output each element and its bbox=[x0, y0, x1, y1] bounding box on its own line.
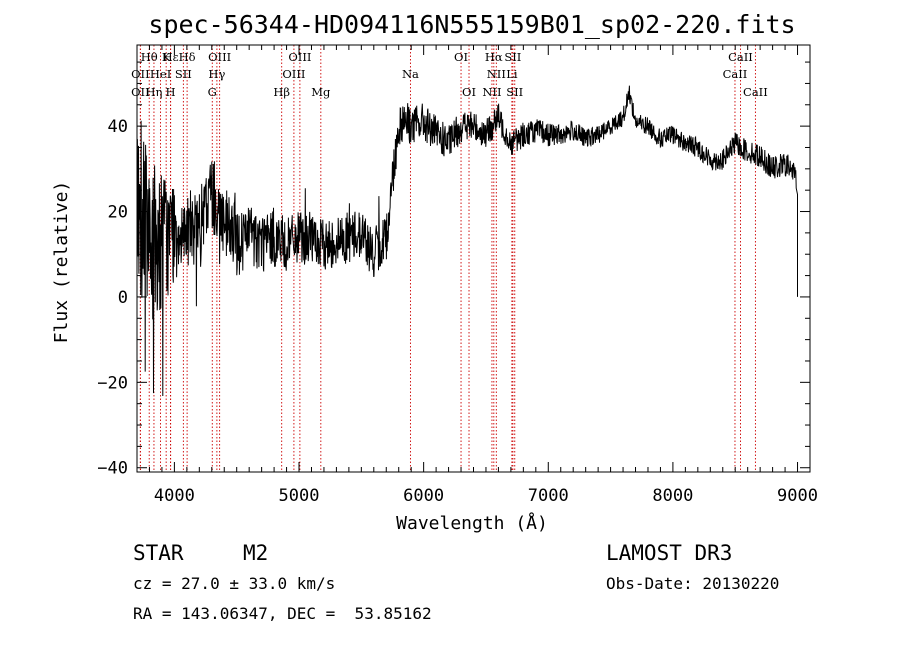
chart-title: spec-56344-HD094116N555159B01_sp02-220.f… bbox=[148, 10, 795, 39]
spectral-line-markers bbox=[139, 45, 756, 472]
spectral-line-label: OII bbox=[131, 85, 150, 99]
spectral-line-label: OII bbox=[131, 67, 150, 81]
ra-dec-coordinates: RA = 143.06347, DEC = 53.85162 bbox=[133, 604, 432, 623]
object-subclass: M2 bbox=[243, 541, 268, 565]
spectral-line-label: Hδ bbox=[179, 50, 196, 64]
spectrum-series-line bbox=[136, 85, 798, 397]
spectral-line-label: G bbox=[208, 85, 217, 99]
spectral-line-label: K bbox=[162, 50, 171, 64]
y-tick-label: −20 bbox=[97, 373, 128, 393]
spectral-line-label: NII bbox=[487, 67, 506, 81]
observation-date: Obs-Date: 20130220 bbox=[606, 574, 779, 593]
x-axis-ticks: 4000 5000 6000 7000 8000 9000 bbox=[136, 45, 818, 506]
spectral-line-label: SII bbox=[175, 67, 192, 81]
x-tick-label: 4000 bbox=[154, 486, 195, 506]
y-tick-label: 20 bbox=[108, 203, 128, 223]
redshift-velocity: cz = 27.0 ± 33.0 km/s bbox=[133, 574, 335, 593]
y-tick-label: 40 bbox=[108, 117, 128, 137]
survey-name: LAMOST DR3 bbox=[606, 541, 732, 565]
spectral-line-label: OI bbox=[454, 50, 468, 64]
spectral-line-label: Hβ bbox=[273, 85, 290, 99]
x-tick-label: 6000 bbox=[403, 486, 444, 506]
x-tick-label: 9000 bbox=[777, 486, 818, 506]
spectral-line-label: HeI bbox=[150, 67, 171, 81]
spectral-line-label: Hη bbox=[145, 85, 162, 99]
spectral-line-label: OI bbox=[462, 85, 476, 99]
x-tick-label: 8000 bbox=[652, 486, 693, 506]
spectral-line-label: Hθ bbox=[141, 50, 158, 64]
spectral-line-label: H bbox=[166, 85, 176, 99]
y-axis-ticks: −40 −20 0 20 40 bbox=[97, 61, 810, 479]
spectral-line-label: SII bbox=[504, 50, 521, 64]
spectral-line-label: CaII bbox=[743, 85, 768, 99]
x-tick-label: 5000 bbox=[279, 486, 320, 506]
y-axis-label: Flux (relative) bbox=[51, 181, 72, 344]
object-class: STAR bbox=[133, 541, 184, 565]
spectral-line-label: CaII bbox=[723, 67, 748, 81]
spectral-line-label: OIII bbox=[208, 50, 231, 64]
y-tick-label: −40 bbox=[97, 459, 128, 479]
spectral-line-label: Li bbox=[506, 67, 518, 81]
spectral-line-label: Mg bbox=[311, 85, 331, 99]
x-axis-label: Wavelength (Å) bbox=[396, 512, 548, 534]
spectral-line-label: SII bbox=[506, 85, 523, 99]
spectral-line-label: CaII bbox=[728, 50, 753, 64]
spectral-line-label: NII bbox=[482, 85, 501, 99]
spectral-line-label: Hα bbox=[485, 50, 503, 64]
x-tick-label: 7000 bbox=[528, 486, 569, 506]
spectral-line-label: Na bbox=[402, 67, 419, 81]
spectral-line-label: OIII bbox=[282, 67, 305, 81]
spectral-line-label: OIII bbox=[288, 50, 311, 64]
y-tick-label: 0 bbox=[118, 288, 128, 308]
spectral-line-label: Hγ bbox=[208, 67, 225, 81]
